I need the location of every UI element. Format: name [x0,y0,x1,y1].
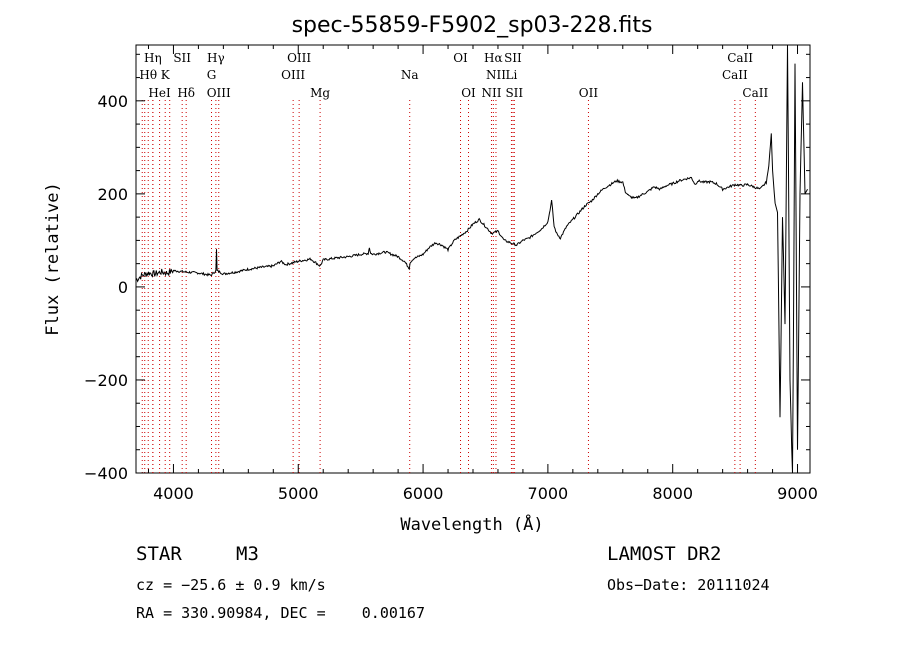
line-label: HeI [148,86,171,100]
line-label: K [161,68,171,82]
x-tick-label: 8000 [652,484,693,503]
x-tick-label: 9000 [777,484,818,503]
y-tick-label: 400 [97,92,128,111]
line-label: G [207,68,217,82]
line-label: Na [401,68,419,82]
x-tick-label: 6000 [403,484,444,503]
chart-title: spec-55859-F5902_sp03-228.fits [292,13,653,38]
line-label: NII [486,68,506,82]
line-label: OI [461,86,476,100]
line-label: SII [504,51,522,65]
emission-line-markers [141,100,756,473]
object-class: STAR [136,543,182,565]
axis-ticks: 4000 5000 6000 7000 8000 9000 −400 −200 0 200 400 [84,45,818,503]
y-tick-label: −200 [84,371,128,390]
line-label: CaII [742,86,768,100]
y-axis-label: Flux (relative) [43,182,63,336]
x-tick-label: 7000 [528,484,569,503]
line-label: Hθ [139,68,157,82]
line-label: Hγ [207,51,225,65]
line-label: CaII [727,51,753,65]
line-label: Hα [484,51,503,65]
line-label: Hη [144,51,162,65]
line-label: OIII [287,51,311,65]
y-tick-label: 200 [97,185,128,204]
line-label: OII [579,86,599,100]
x-tick-label: 5000 [278,484,319,503]
line-label: OIII [281,68,305,82]
observation-date: Obs−Date: 20111024 [607,576,770,594]
line-label: Hδ [177,86,195,100]
line-label: SII [505,86,523,100]
line-label: OIII [207,86,231,100]
survey-name: LAMOST DR2 [607,543,722,565]
line-label: SII [173,51,191,65]
x-tick-label: 4000 [153,484,194,503]
plot-frame [135,44,811,474]
y-tick-label: 0 [118,278,128,297]
line-label: Li [506,68,518,82]
line-label: CaII [722,68,748,82]
x-axis-label: Wavelength (Å) [400,513,543,535]
line-label: Mg [310,86,330,100]
spectrum-line [135,44,808,474]
redshift-cz: cz = −25.6 ± 0.9 km/s [136,576,326,594]
line-label: OI [453,51,468,65]
coordinates: RA = 330.90984, DEC = 0.00167 [136,604,425,622]
line-label: NII [481,86,501,100]
y-tick-label: −400 [84,464,128,483]
object-subclass: M3 [236,543,259,565]
